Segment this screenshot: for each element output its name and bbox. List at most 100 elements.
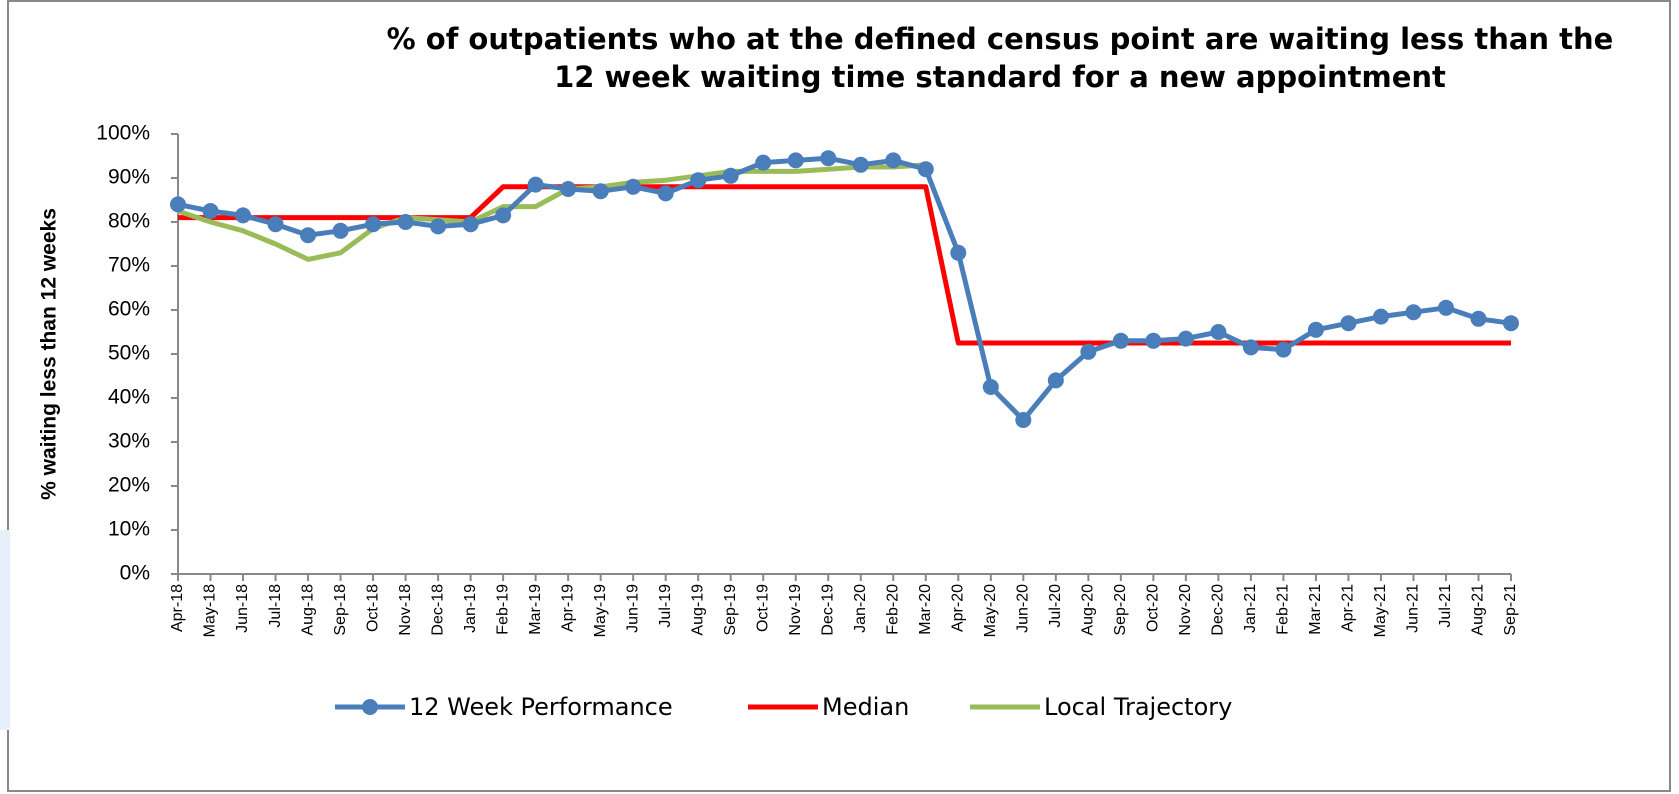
data-point [1015,412,1032,428]
data-point [820,150,837,167]
data-point [690,172,707,189]
data-point [982,379,999,395]
y-tick-label: 20% [108,474,150,497]
data-point [787,152,804,169]
data-point [1112,332,1129,349]
x-tick-label: Apr-19 [559,584,576,632]
data-point [495,207,512,224]
y-tick-label: 100% [96,122,150,145]
data-point [950,244,967,261]
y-tick-label: 80% [108,210,150,233]
x-tick-label: Sep-21 [1502,584,1519,636]
data-point [592,183,609,200]
x-tick-label: Apr-21 [1340,584,1357,632]
x-tick-label: Aug-21 [1470,584,1487,636]
data-point [170,196,186,213]
data-point [657,185,674,202]
x-tick-label: Apr-18 [169,584,186,632]
data-point [1080,343,1097,360]
data-point [1177,330,1194,347]
y-tick-label: 90% [108,166,150,189]
data-point [462,216,479,233]
x-tick-label: Nov-20 [1177,584,1194,636]
data-point [267,216,284,233]
y-tick-label: 70% [108,254,150,277]
x-tick-label: Oct-20 [1145,584,1162,632]
data-point [430,218,447,235]
x-tick-label: Dec-19 [819,584,836,636]
data-point [1210,324,1227,340]
chart-title: % of outpatients who at the defined cens… [387,22,1614,56]
x-tick-label: May-19 [592,584,609,637]
x-tick-label: Sep-20 [1112,584,1129,636]
x-tick-label: Nov-18 [397,584,414,636]
data-point [1503,315,1519,332]
x-tick-label: Jun-20 [1015,584,1032,633]
data-point [235,207,252,224]
x-tick-label: Jul-18 [267,584,284,628]
x-tick-label: Dec-20 [1210,584,1227,636]
x-tick-label: Mar-21 [1307,584,1324,635]
x-tick-label: Aug-18 [299,584,316,636]
y-axis-label: % waiting less than 12 weeks [38,208,61,500]
x-tick-label: Mar-19 [527,584,544,635]
y-tick-label: 60% [108,298,150,321]
x-tick-label: Oct-19 [754,584,771,632]
x-tick-label: Aug-20 [1080,584,1097,636]
x-tick-label: Mar-20 [917,584,934,635]
x-tick-label: Oct-18 [364,584,381,632]
data-point [1242,339,1259,356]
x-tick-label: Jun-21 [1405,584,1422,633]
x-tick-label: Feb-20 [884,584,901,635]
data-point [625,178,642,195]
x-tick-label: Jun-19 [624,584,641,633]
data-point [722,167,739,184]
data-point [1372,308,1389,325]
x-tick-label: Sep-18 [332,584,349,636]
y-tick-label: 10% [108,518,150,541]
data-point [1047,372,1064,389]
data-point [1275,341,1292,358]
data-point [560,181,577,197]
x-tick-label: Dec-18 [429,584,446,636]
series-line [177,162,926,262]
data-point [852,156,869,173]
data-point [332,222,349,239]
data-point [885,152,902,169]
x-tick-label: Jul-19 [657,584,674,628]
x-tick-label: Aug-19 [689,584,706,636]
data-point [755,154,772,171]
x-tick-label: May-18 [202,584,219,637]
x-tick-label: Nov-19 [787,584,804,636]
edge-shade [0,530,10,730]
x-tick-label: Feb-21 [1275,584,1292,635]
x-tick-label: Sep-19 [722,584,739,636]
x-tick-label: Apr-20 [950,584,967,632]
data-point [917,161,934,178]
legend-label: Local Trajectory [1044,693,1232,721]
data-point [1405,304,1422,321]
y-tick-label: 40% [108,386,150,409]
x-tick-label: May-21 [1372,584,1389,637]
x-tick-label: Feb-19 [494,584,511,635]
data-point [300,227,317,244]
x-tick-label: Jul-20 [1047,584,1064,628]
data-point [1340,315,1357,332]
data-point [365,216,382,233]
data-point [1145,332,1162,349]
legend-label: Median [822,693,909,721]
x-tick-label: Jun-18 [234,584,251,633]
x-tick-label: Jan-20 [852,584,869,633]
data-point [527,176,544,193]
data-point [202,203,219,219]
legend-marker [362,699,378,715]
x-tick-label: Jan-19 [462,584,479,633]
data-point [1437,299,1454,316]
chart-title: 12 week waiting time standard for a new … [554,60,1446,94]
chart-border [7,0,1671,792]
data-point [1470,310,1487,327]
y-tick-label: 0% [120,562,150,585]
y-tick-label: 30% [108,430,150,453]
x-tick-label: Jul-21 [1437,584,1454,628]
